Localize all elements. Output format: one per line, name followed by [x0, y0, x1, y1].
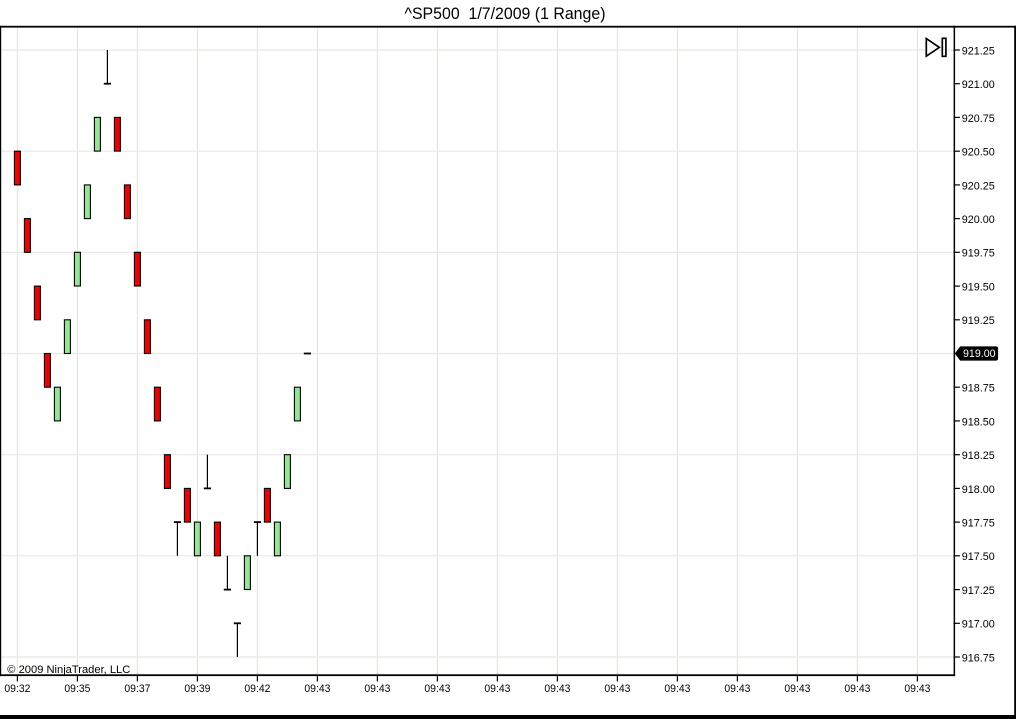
svg-text:919.25: 919.25	[962, 315, 995, 327]
svg-text:09:32: 09:32	[4, 683, 30, 695]
svg-text:917.00: 917.00	[962, 619, 995, 631]
svg-text:09:43: 09:43	[784, 683, 810, 695]
svg-text:919.75: 919.75	[962, 248, 995, 260]
svg-text:09:43: 09:43	[844, 683, 870, 695]
svg-text:09:39: 09:39	[184, 683, 210, 695]
svg-text:09:43: 09:43	[664, 683, 690, 695]
svg-text:09:43: 09:43	[304, 683, 330, 695]
svg-text:918.50: 918.50	[962, 416, 995, 428]
svg-text:916.75: 916.75	[962, 652, 995, 664]
svg-text:09:42: 09:42	[244, 683, 270, 695]
svg-text:921.25: 921.25	[962, 45, 995, 57]
svg-text:09:37: 09:37	[124, 683, 150, 695]
svg-text:09:43: 09:43	[724, 683, 750, 695]
svg-text:918.00: 918.00	[962, 484, 995, 496]
svg-text:917.50: 917.50	[962, 551, 995, 563]
svg-text:09:43: 09:43	[484, 683, 510, 695]
svg-text:09:35: 09:35	[64, 683, 90, 695]
svg-text:920.75: 920.75	[962, 113, 995, 125]
svg-text:09:43: 09:43	[904, 683, 930, 695]
svg-text:© 2009 NinjaTrader, LLC: © 2009 NinjaTrader, LLC	[7, 664, 130, 676]
svg-text:921.00: 921.00	[962, 79, 995, 91]
svg-text:918.25: 918.25	[962, 450, 995, 462]
svg-text:917.25: 917.25	[962, 585, 995, 597]
svg-text:920.25: 920.25	[962, 180, 995, 192]
svg-text:^SP500 1/7/2009 (1 Range): ^SP500 1/7/2009 (1 Range)	[405, 4, 606, 23]
svg-text:09:43: 09:43	[424, 683, 450, 695]
svg-text:09:43: 09:43	[604, 683, 630, 695]
svg-text:09:43: 09:43	[364, 683, 390, 695]
svg-text:09:43: 09:43	[544, 683, 570, 695]
svg-text:919.50: 919.50	[962, 282, 995, 294]
svg-text:917.75: 917.75	[962, 518, 995, 530]
svg-text:920.50: 920.50	[962, 147, 995, 159]
svg-text:920.00: 920.00	[962, 214, 995, 226]
svg-text:919.00: 919.00	[963, 348, 996, 360]
svg-text:918.75: 918.75	[962, 383, 995, 395]
